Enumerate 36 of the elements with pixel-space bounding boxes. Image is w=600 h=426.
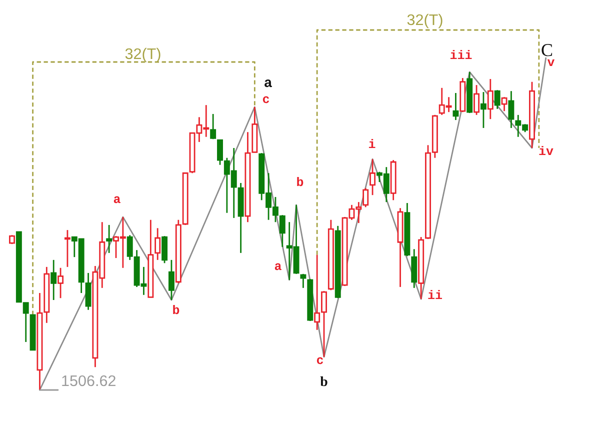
annotation: a xyxy=(264,80,272,88)
candlestick xyxy=(474,84,480,116)
candlestick xyxy=(362,187,369,208)
annotation: c xyxy=(262,96,270,104)
candlestick xyxy=(300,273,306,289)
text: 32(T) xyxy=(125,48,160,62)
text: iii xyxy=(450,50,472,59)
text: 32(T) xyxy=(407,14,442,28)
annotation: 1506.62 xyxy=(62,375,116,386)
annotation: a xyxy=(274,263,282,270)
candlestick xyxy=(452,92,459,121)
candlestick xyxy=(64,229,70,268)
candlestick xyxy=(85,272,92,311)
candlestick xyxy=(480,91,486,129)
candlestick xyxy=(168,259,174,301)
annotation: b xyxy=(320,376,328,386)
candlestick xyxy=(501,96,508,112)
candlestick xyxy=(487,78,494,120)
candlestick xyxy=(210,113,216,140)
annotation: b xyxy=(297,176,304,186)
text: C xyxy=(542,44,552,56)
annotation: i xyxy=(368,138,376,148)
candlestick xyxy=(106,224,112,254)
candlestick xyxy=(162,235,168,264)
candlestick xyxy=(508,90,514,129)
text: v xyxy=(547,59,555,66)
candlestick xyxy=(58,267,64,299)
annotation: ii xyxy=(428,290,442,299)
candlestick xyxy=(370,158,376,196)
annotation: a xyxy=(114,196,120,204)
candlestick xyxy=(154,227,161,261)
candlestick xyxy=(50,259,57,301)
annotation: b xyxy=(173,304,180,314)
candlestick xyxy=(494,89,500,110)
annotation: iv xyxy=(539,146,554,155)
annotation: c xyxy=(316,357,324,364)
